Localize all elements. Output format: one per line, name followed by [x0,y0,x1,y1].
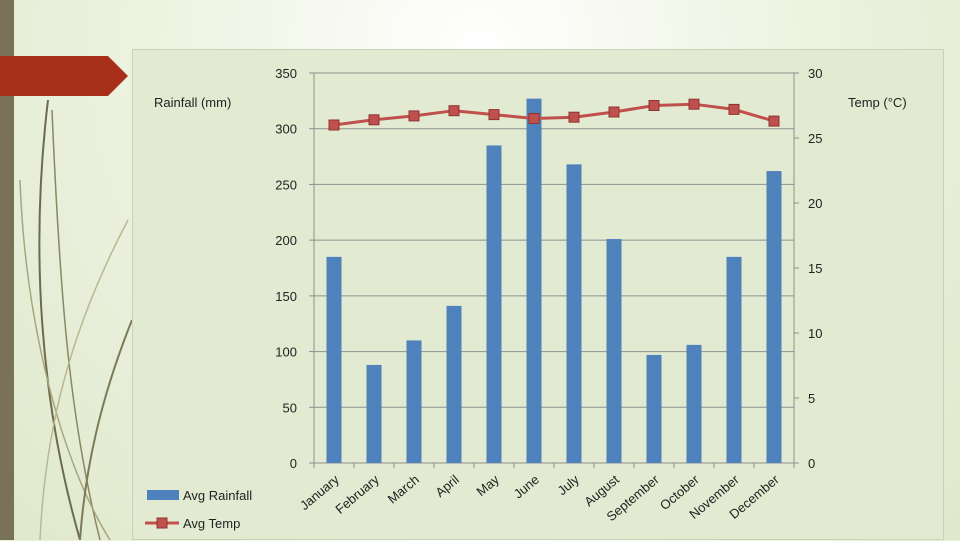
rainfall-bar [646,354,662,463]
rainfall-bar [726,256,742,463]
rainfall-bar [486,145,502,463]
rainfall-bar [326,256,342,463]
temp-point [688,98,700,110]
temp-point [728,103,740,115]
temp-point [368,114,380,126]
legend-swatch-temp-marker [156,517,168,529]
rainfall-bar [686,344,702,463]
x-category-label: May [473,471,502,499]
rainfall-bar [766,171,782,464]
left-tick-label: 150 [275,289,297,304]
chart-panel: 0 50 100 150 200 250 300 350 0 5 10 15 20 25 30 January… [132,49,944,540]
rainfall-temp-chart: 050100150200250300350051015202530January… [145,66,907,531]
legend-swatch-rainfall [147,490,179,500]
right-axis-title: Temp (°C) [848,95,907,110]
temp-line [333,102,775,127]
temp-point [608,106,620,118]
x-category-label: June [511,472,542,502]
left-tick-label: 200 [275,233,297,248]
x-category-label: February [332,471,382,516]
right-tick-label: 30 [808,66,822,81]
accent-arrow-shape [0,56,128,96]
temp-point [648,100,660,111]
left-axis-title: Rainfall (mm) [154,95,231,110]
left-tick-label: 250 [275,177,297,192]
temp-point [568,111,580,123]
legend-label-rainfall: Avg Rainfall [183,488,252,503]
right-tick-label: 20 [808,196,822,211]
rainfall-bar [606,239,622,463]
legend-label-temp: Avg Temp [183,516,240,531]
x-category-label: April [432,472,462,500]
rainfall-bar [526,98,542,463]
right-tick-label: 5 [808,391,815,406]
right-tick-label: 0 [808,456,815,471]
left-tick-label: 0 [290,456,297,471]
temp-point [768,115,780,127]
rainfall-bar [446,305,462,463]
left-tick-label: 50 [283,400,297,415]
temp-point [488,109,500,121]
right-tick-label: 15 [808,261,822,276]
left-tick-label: 100 [275,345,297,360]
x-category-label: March [385,472,422,507]
right-tick-label: 25 [808,131,822,146]
temp-point [328,119,340,131]
rainfall-bar [566,164,582,463]
right-tick-label: 10 [808,326,822,341]
x-category-label: July [555,471,583,498]
slide-sidebar-bar [0,0,14,540]
left-tick-label: 300 [275,122,297,137]
rainfall-bar [366,364,382,463]
temp-point [448,105,460,117]
rainfall-bar [406,340,422,463]
decorative-curves [19,99,133,540]
temp-point [528,113,540,124]
temp-point [408,110,420,122]
left-tick-label: 350 [275,66,297,81]
